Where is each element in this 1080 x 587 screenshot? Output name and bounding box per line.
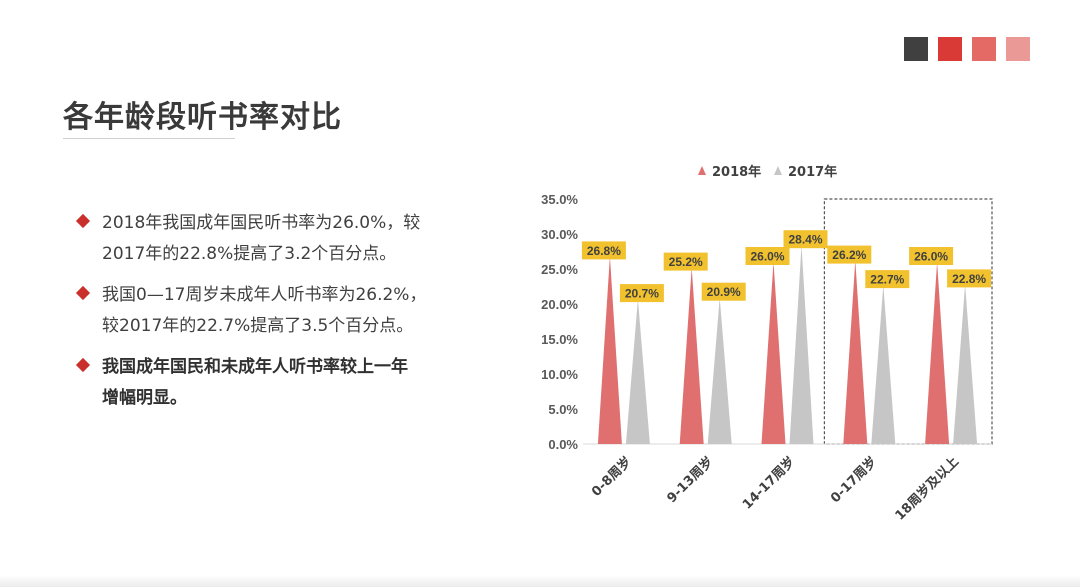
triangle-bar — [953, 284, 978, 444]
triangle-bar — [925, 262, 950, 444]
data-label-bg — [663, 252, 708, 271]
y-tick-label: 20.0% — [541, 297, 578, 312]
bullet-item: 我国成年国民和未成年人听书率较上一年 增幅明显。 — [75, 352, 466, 414]
y-tick-label: 35.0% — [541, 192, 578, 207]
y-tick-label: 15.0% — [541, 332, 578, 347]
data-label: 22.7% — [870, 273, 904, 287]
bullet-list: 2018年我国成年国民听书率为26.0%，较 2017年的22.8%提高了3.2个… — [75, 208, 466, 424]
legend-label: 2018年 — [712, 164, 761, 180]
data-label-bg — [581, 241, 626, 260]
data-label: 26.8% — [587, 244, 621, 258]
bullet-text-line: 我国成年国民和未成年人听书率较上一年 — [102, 357, 408, 377]
data-label-bg — [909, 247, 954, 265]
data-label: 22.8% — [952, 272, 986, 286]
color-swatch-3 — [972, 37, 996, 61]
triangle-bar — [843, 260, 868, 444]
title-underline — [63, 138, 235, 139]
data-label: 26.0% — [750, 250, 784, 264]
y-tick-label: 30.0% — [541, 227, 578, 242]
data-label: 28.4% — [788, 233, 822, 247]
bottom-shadow — [0, 575, 1080, 587]
triangle-bar — [761, 262, 786, 444]
x-category-label: 0-17周岁 — [827, 454, 880, 507]
color-swatch-2 — [938, 37, 962, 61]
data-label: 26.2% — [832, 248, 866, 262]
bullet-item: 2018年我国成年国民听书率为26.0%，较 2017年的22.8%提高了3.2个… — [75, 208, 466, 270]
legend-label: 2017年 — [788, 164, 837, 180]
triangle-bar — [679, 267, 704, 444]
data-label-bg — [783, 230, 828, 249]
triangle-bar — [707, 297, 732, 444]
data-label-bg — [827, 245, 872, 264]
data-label-bg — [701, 282, 746, 301]
data-label-bg — [865, 270, 910, 289]
color-swatch-4 — [1006, 37, 1030, 61]
bullet-text-line: 增幅明显。 — [102, 388, 187, 408]
color-swatches — [904, 37, 1030, 61]
data-label: 20.9% — [707, 285, 741, 299]
bullet-text-line: 较2017年的22.7%提高了3.5个百分点。 — [102, 316, 414, 336]
y-tick-label: 5.0% — [548, 402, 578, 417]
bullet-text-line: 2018年我国成年国民听书率为26.0%，较 — [102, 213, 421, 233]
y-tick-label: 10.0% — [541, 367, 578, 382]
bullet-item: 我国0—17周岁未成年人听书率为26.2%， 较2017年的22.7%提高了3.5… — [75, 280, 466, 342]
data-label-bg — [947, 269, 992, 288]
page-title: 各年龄段听书率对比 — [63, 100, 342, 135]
legend-triangle-icon — [698, 166, 706, 175]
y-tick-label: 0.0% — [548, 437, 578, 452]
y-tick-label: 25.0% — [541, 262, 578, 277]
data-label: 26.0% — [914, 250, 948, 264]
x-category-label: 14-17周岁 — [739, 454, 798, 513]
color-swatch-1 — [904, 37, 928, 61]
data-label-bg — [745, 247, 790, 265]
data-label-bg — [619, 284, 664, 303]
bullet-text-line: 2017年的22.8%提高了3.2个百分点。 — [102, 244, 397, 264]
bullet-text-line: 我国0—17周岁未成年人听书率为26.2%， — [102, 285, 427, 305]
x-category-label: 18周岁及以上 — [892, 454, 962, 524]
triangle-bar — [789, 245, 814, 444]
x-category-label: 0-8周岁 — [588, 454, 634, 500]
data-label: 20.7% — [625, 287, 659, 301]
triangle-bar — [625, 299, 650, 444]
triangle-bar — [871, 285, 896, 444]
legend-triangle-icon — [774, 166, 782, 175]
data-label: 25.2% — [669, 255, 703, 269]
x-category-label: 9-13周岁 — [664, 454, 717, 507]
triangle-bar — [597, 256, 622, 444]
